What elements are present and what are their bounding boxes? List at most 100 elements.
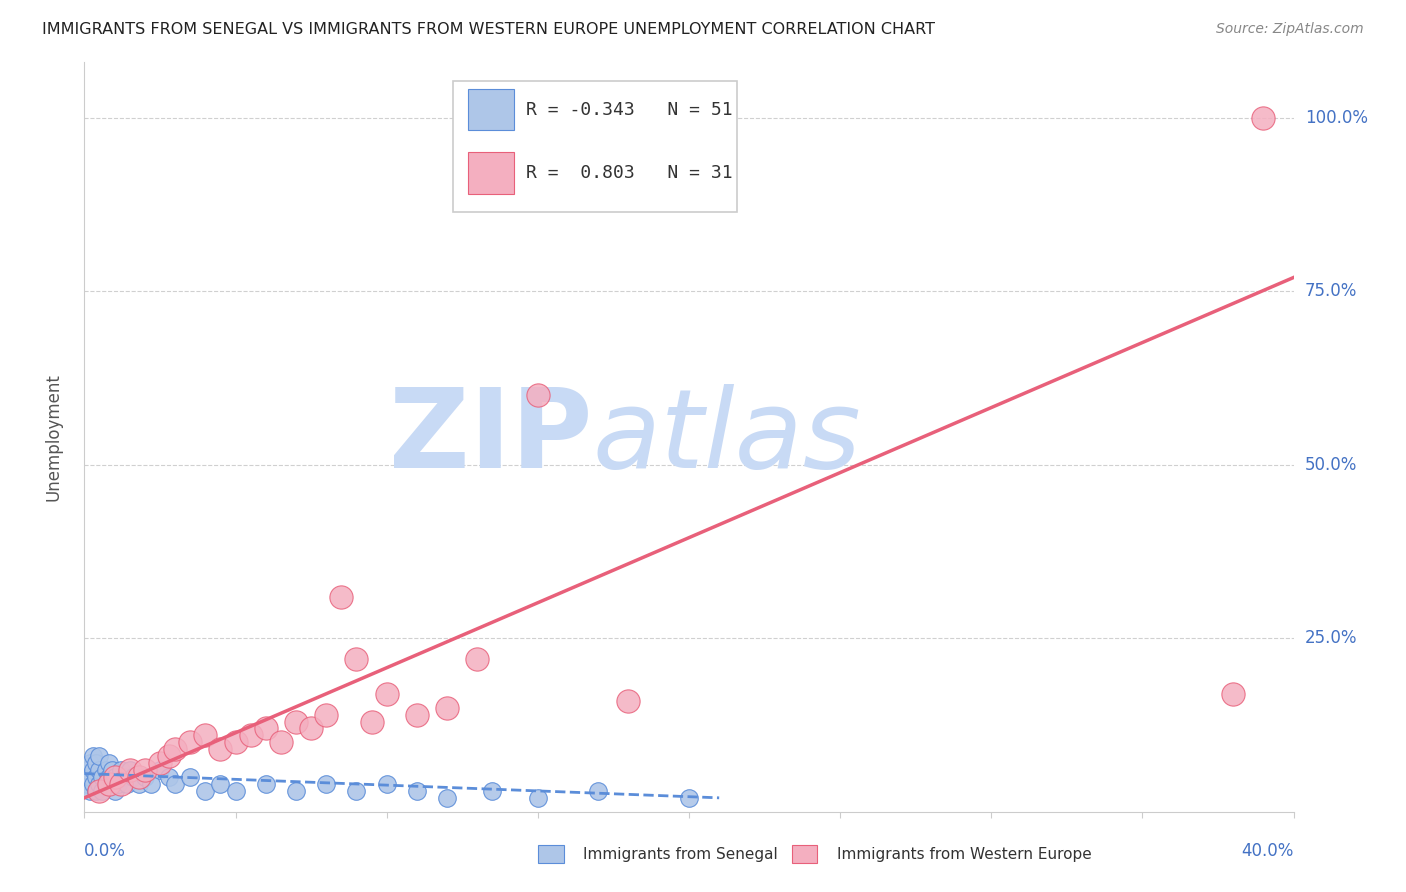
Point xyxy=(79,770,101,784)
Text: R =  0.803   N = 31: R = 0.803 N = 31 xyxy=(526,163,733,182)
Point xyxy=(89,749,111,764)
Point xyxy=(299,722,322,736)
Point xyxy=(100,777,122,791)
Point xyxy=(134,763,156,777)
Point xyxy=(118,763,141,777)
Point xyxy=(315,777,337,791)
Point xyxy=(97,770,120,784)
Point xyxy=(254,722,277,736)
Text: 25.0%: 25.0% xyxy=(1305,629,1357,648)
Point xyxy=(406,784,429,798)
Point xyxy=(128,770,150,784)
Point xyxy=(436,790,458,805)
Point xyxy=(97,756,120,771)
Point xyxy=(254,777,277,791)
Point xyxy=(360,714,382,729)
Point xyxy=(225,735,247,749)
Text: Source: ZipAtlas.com: Source: ZipAtlas.com xyxy=(1216,22,1364,37)
Point xyxy=(115,777,138,791)
Point xyxy=(165,777,187,791)
Point xyxy=(149,756,172,771)
Point xyxy=(179,770,201,784)
Point xyxy=(86,770,108,784)
Point xyxy=(110,777,132,791)
Point xyxy=(678,790,700,805)
Point xyxy=(76,777,98,791)
Point xyxy=(527,790,550,805)
Point xyxy=(239,728,262,742)
Text: 100.0%: 100.0% xyxy=(1305,109,1368,127)
Text: Immigrants from Senegal: Immigrants from Senegal xyxy=(583,847,779,862)
Text: 50.0%: 50.0% xyxy=(1305,456,1357,474)
Y-axis label: Unemployment: Unemployment xyxy=(45,373,63,501)
Point xyxy=(104,784,127,798)
Point xyxy=(89,763,111,777)
Point xyxy=(194,784,217,798)
Point xyxy=(79,756,101,771)
Point xyxy=(82,749,104,764)
Text: 0.0%: 0.0% xyxy=(84,842,127,860)
Point xyxy=(82,777,104,791)
Point xyxy=(375,687,398,701)
Point xyxy=(91,784,114,798)
Point xyxy=(209,777,232,791)
Point xyxy=(346,784,368,798)
Point xyxy=(104,770,127,784)
Text: atlas: atlas xyxy=(592,384,860,491)
Point xyxy=(149,763,172,777)
Bar xyxy=(468,153,513,194)
Point xyxy=(225,784,247,798)
Bar xyxy=(538,845,564,863)
Point xyxy=(270,735,292,749)
Point xyxy=(121,770,143,784)
Text: ZIP: ZIP xyxy=(389,384,592,491)
Point xyxy=(1253,111,1275,125)
Point xyxy=(375,777,398,791)
Point xyxy=(110,763,132,777)
Point xyxy=(112,770,135,784)
Point xyxy=(91,770,114,784)
Point xyxy=(346,652,368,666)
Point xyxy=(94,777,117,791)
Text: R = -0.343   N = 51: R = -0.343 N = 51 xyxy=(526,101,733,119)
Point xyxy=(86,784,108,798)
Point xyxy=(436,700,458,714)
Bar xyxy=(468,88,513,130)
Point xyxy=(82,763,104,777)
Point xyxy=(128,777,150,791)
Point xyxy=(330,590,353,604)
Point xyxy=(285,784,308,798)
Point xyxy=(481,784,503,798)
Text: Immigrants from Western Europe: Immigrants from Western Europe xyxy=(837,847,1091,862)
Point xyxy=(104,770,127,784)
Point xyxy=(406,707,429,722)
Text: 40.0%: 40.0% xyxy=(1241,842,1294,860)
Point xyxy=(194,728,217,742)
Point xyxy=(86,756,108,771)
Point xyxy=(89,784,111,798)
Point xyxy=(285,714,308,729)
Bar xyxy=(792,845,817,863)
Point xyxy=(467,652,489,666)
Point xyxy=(134,770,156,784)
Point xyxy=(165,742,187,756)
Point xyxy=(588,784,610,798)
Point xyxy=(157,749,180,764)
Text: IMMIGRANTS FROM SENEGAL VS IMMIGRANTS FROM WESTERN EUROPE UNEMPLOYMENT CORRELATI: IMMIGRANTS FROM SENEGAL VS IMMIGRANTS FR… xyxy=(42,22,935,37)
FancyBboxPatch shape xyxy=(453,81,737,212)
Point xyxy=(79,784,101,798)
Point xyxy=(527,388,550,402)
Point xyxy=(209,742,232,756)
Point xyxy=(97,777,120,791)
Point xyxy=(617,694,640,708)
Point xyxy=(139,777,162,791)
Text: 75.0%: 75.0% xyxy=(1305,283,1357,301)
Point xyxy=(315,707,337,722)
Point xyxy=(118,763,141,777)
Point xyxy=(107,777,129,791)
Point xyxy=(179,735,201,749)
Point xyxy=(100,763,122,777)
Point xyxy=(76,763,98,777)
Point xyxy=(1222,687,1244,701)
Point xyxy=(157,770,180,784)
